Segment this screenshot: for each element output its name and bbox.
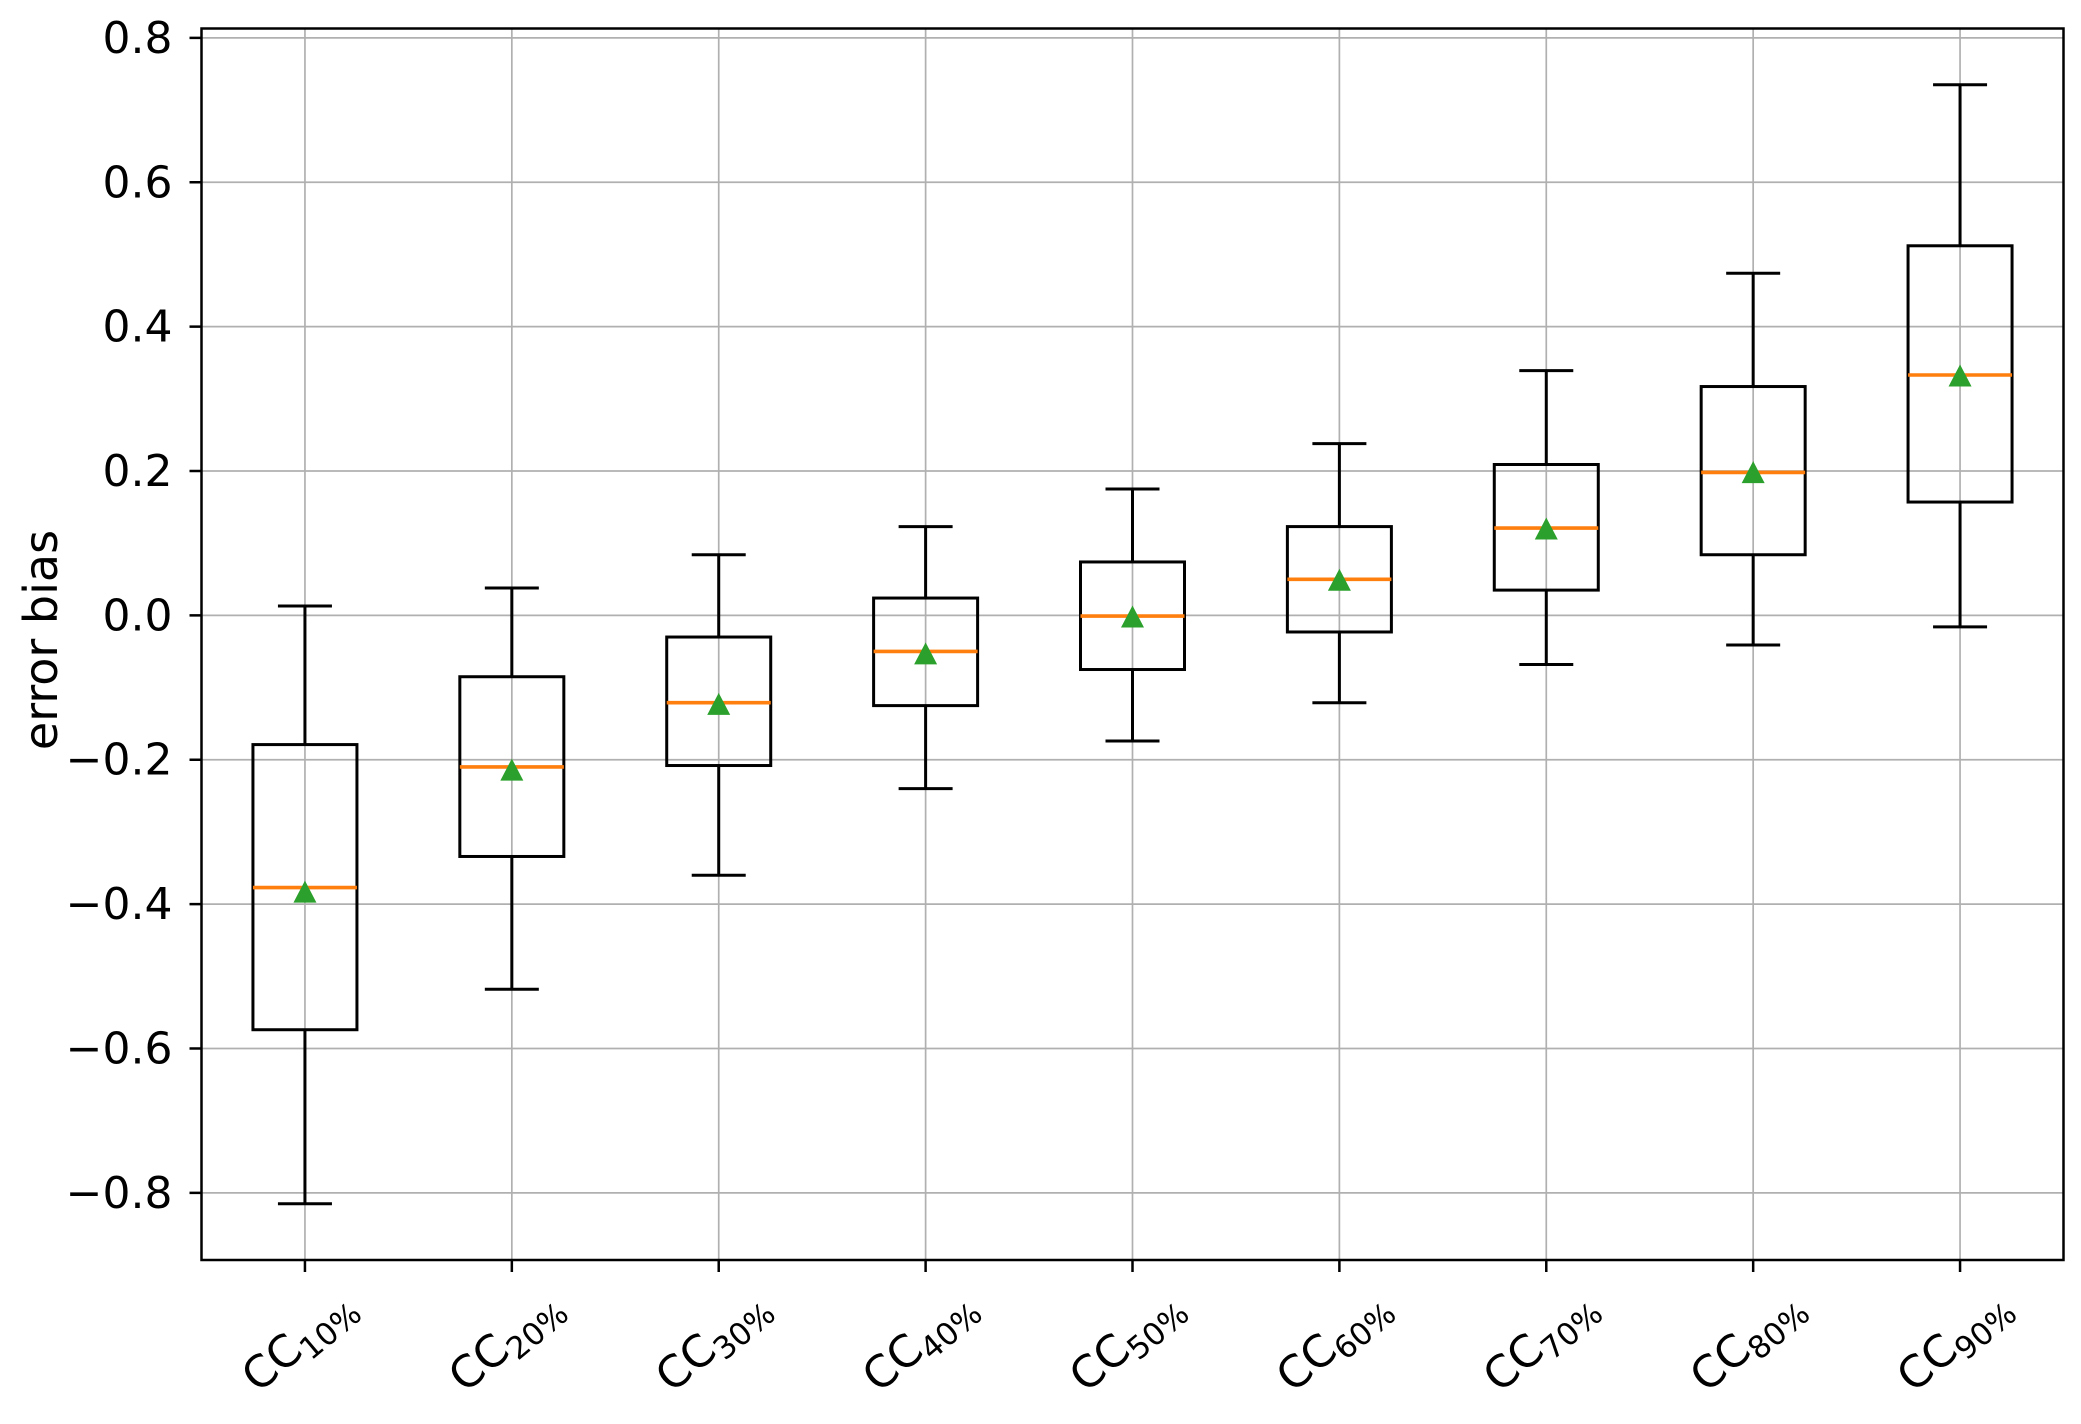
y-tick-label: −0.2: [66, 735, 173, 786]
x-tick-label: CC10%: [232, 1279, 368, 1406]
x-tick-label: CC90%: [1887, 1279, 2023, 1406]
mean-marker: [1534, 517, 1558, 540]
x-tick-label: CC30%: [646, 1279, 782, 1406]
x-tick-label: CC70%: [1474, 1279, 1611, 1406]
x-tick-label: CC50%: [1060, 1279, 1197, 1406]
y-tick-label: 0.6: [103, 157, 173, 208]
y-tick-label: 0.0: [103, 590, 173, 641]
x-tick-label: CC20%: [439, 1279, 575, 1406]
y-tick-label: −0.4: [66, 879, 173, 930]
y-tick-label: 0.8: [103, 13, 173, 64]
x-tick-label: CC60%: [1267, 1279, 1404, 1406]
mean-marker: [707, 692, 731, 715]
mean-marker: [914, 642, 938, 665]
y-tick-label: −0.6: [66, 1023, 173, 1074]
mean-marker: [1327, 568, 1351, 591]
y-tick-label: 0.4: [103, 302, 173, 353]
mean-marker: [293, 880, 317, 903]
x-tick-label: CC40%: [853, 1279, 989, 1406]
mean-marker: [1741, 461, 1765, 484]
mean-marker: [500, 758, 524, 781]
mean-marker: [1121, 605, 1144, 628]
mean-marker: [1948, 364, 1972, 387]
y-tick-label: 0.2: [103, 446, 173, 497]
box-rect: [1699, 385, 1807, 557]
y-axis-label: error bias: [14, 529, 68, 751]
x-tick-label: CC80%: [1681, 1279, 1818, 1406]
y-tick-label: −0.8: [66, 1168, 173, 1219]
